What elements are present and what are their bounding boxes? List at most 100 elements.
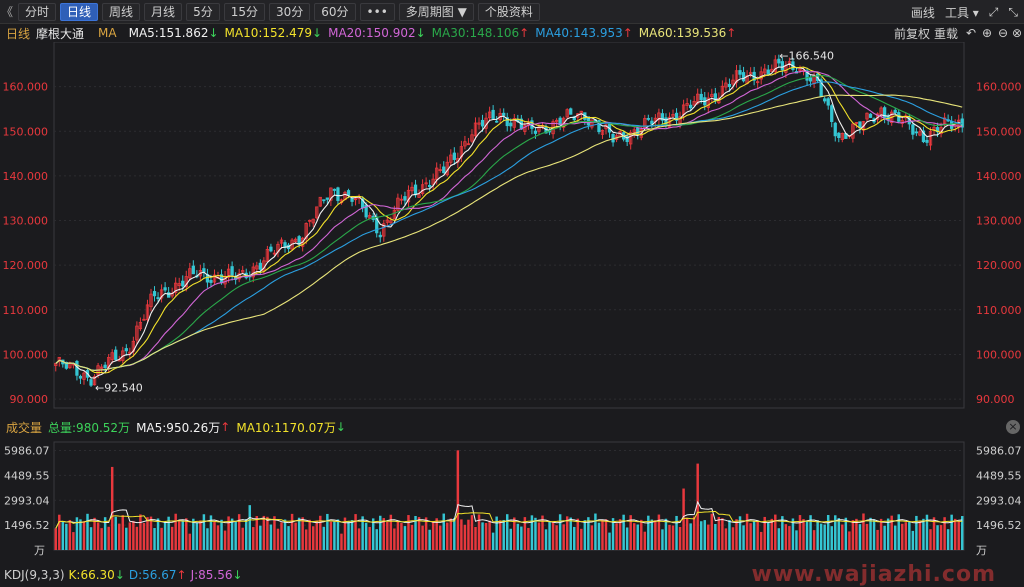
chart-canvas[interactable]: 160.000 150.000 140.000 130.000 120.000 110.0… [0,42,1024,584]
ma10-line [55,66,963,374]
volume-bar [156,518,160,550]
volume-bar [241,527,244,550]
reset-icon[interactable]: ↶ [965,26,976,40]
volume-bar [590,525,594,550]
more-periods-button[interactable]: ••• [359,2,395,21]
tools-menu[interactable]: 工具 ▾ [944,5,979,20]
volume-bar [558,514,562,550]
up-arrow-icon: ↑ [220,420,231,434]
volume-bar [855,518,858,550]
volume-bar [961,516,964,550]
volume-bar [185,518,188,550]
volume-bar [400,522,403,550]
ma40-value: MA40:143.953 [535,26,623,40]
volume-bar [925,514,929,550]
volume-tick-label: 1496.52 [4,519,50,532]
volume-bar [865,523,869,550]
zoom-in-icon[interactable]: ⊕ [981,26,992,40]
period-tab-30min[interactable]: 30分 [268,2,311,21]
candle-body [569,108,573,115]
candle-body [54,362,58,366]
close-volume-icon[interactable]: × [1006,420,1020,434]
volume-bar [364,522,368,550]
period-tab-5min[interactable]: 5分 [186,2,220,21]
compress-icon[interactable]: ⤡ [1008,4,1018,19]
volume-bar [135,526,139,550]
kdj-k: K:66.30 [68,568,115,582]
volume-bar [417,517,421,550]
draw-line-button[interactable]: 画线 [910,5,935,20]
price-tick-label: 100.000 [3,348,49,361]
volume-bar [745,513,749,550]
candle-body [311,218,315,224]
volume-bar [802,519,805,550]
candle-body [315,206,319,219]
volume-bar [132,520,135,550]
candle-body [738,70,742,75]
volume-bar [879,518,883,550]
volume-bar [491,532,495,550]
volume-bar [707,524,710,550]
volume-bar [759,531,763,550]
candle-body [124,348,128,352]
candle-body [787,61,792,64]
volume-bar [206,528,209,550]
volume-bar [297,517,301,550]
kdj-j: J:85.56 [190,568,233,582]
candle-body [636,127,640,136]
volume-bar [714,523,717,550]
volume-bar [209,515,213,550]
volume-bar [823,524,826,550]
volume-bar [269,524,273,550]
volume-bar [329,521,333,550]
volume-ma5-line [55,500,963,529]
volume-bar [569,517,572,550]
candle-body [748,72,753,75]
volume-bar [72,532,75,550]
candle-body [509,122,513,127]
period-tab-monthly[interactable]: 月线 [144,2,183,21]
stock-profile-button[interactable]: 个股资料 [477,2,540,21]
zoom-out-icon[interactable]: ⊖ [997,26,1008,40]
volume-bar [625,527,629,550]
candle-body [135,325,139,341]
multi-period-dropdown[interactable]: 多周期图 ▼ [398,2,474,21]
period-tab-daily[interactable]: 日线 [60,2,99,21]
candle-body [713,93,717,101]
period-tab-intraday[interactable]: 分时 [18,2,57,21]
volume-bar [798,515,802,550]
overlay-option[interactable]: 重载 [933,26,958,41]
close-icon[interactable]: ⊗ [1011,26,1022,40]
volume-bar [893,525,897,550]
volume-bar [361,516,364,550]
price-tick-label: 160.000 [976,81,1022,94]
candle-body [883,107,887,118]
up-arrow-icon: ↑ [622,26,633,40]
candle-body [114,349,118,360]
volume-bar [375,529,378,550]
period-tab-15min[interactable]: 15分 [223,2,265,21]
price-axis-right: 160.000 150.000 140.000 130.000 120.000 110.0… [976,81,1022,406]
price-tick-label: 160.000 [3,81,49,94]
period-tab-60min[interactable]: 60分 [314,2,356,21]
price-tick-label: 100.000 [976,348,1022,361]
candle-body [258,262,262,270]
volume-ma10: MA10:1170.07万 [236,420,336,435]
volume-bar [304,529,308,550]
volume-bar [216,525,220,550]
volume-bar [509,528,512,550]
adjust-option[interactable]: 前复权 [893,26,930,41]
volume-bar [446,522,449,550]
volume-bar [678,526,682,550]
expand-icon[interactable]: ⤢ [988,4,999,19]
candle-body [858,121,862,129]
volume-bar [929,529,932,550]
prev-page-icon[interactable]: 《 [0,5,13,19]
volume-tick-label: 2993.04 [976,494,1022,507]
volume-bar [195,522,199,550]
period-tab-weekly[interactable]: 周线 [102,2,141,21]
volume-bar [668,524,671,550]
price-tick-label: 110.000 [3,304,49,317]
candle-body [512,118,516,128]
volume-bar [244,519,248,550]
